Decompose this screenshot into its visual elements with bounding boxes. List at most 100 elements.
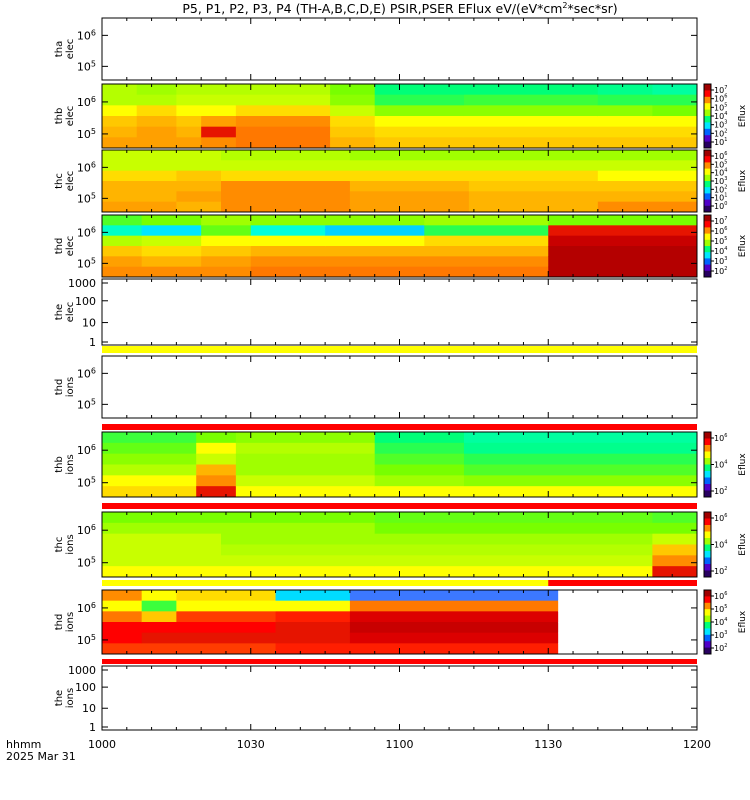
- spectrogram-cell: [102, 453, 197, 465]
- spectrogram-cell: [597, 150, 698, 161]
- panel-label-probe: thb: [54, 108, 65, 125]
- panel-frame: [101, 355, 698, 419]
- spectrogram-cell: [136, 126, 177, 138]
- spectrogram-cell: [102, 522, 222, 535]
- spectrogram-cell: [102, 512, 222, 524]
- colorbar-tick-label-exp: 4: [724, 111, 727, 117]
- spectrogram-cell: [652, 137, 698, 149]
- colorbar-tick-label-exp: 4: [724, 617, 727, 623]
- y-tick-label-exp: 6: [91, 366, 96, 375]
- spectrogram-cell: [463, 137, 599, 149]
- spectrogram-cell: [201, 137, 237, 149]
- y-tick-label: 105: [77, 256, 96, 270]
- colorbar-segment: [704, 551, 711, 558]
- spectrogram-cell: [176, 201, 222, 213]
- colorbar-label: Eflux: [738, 169, 748, 192]
- x-axis-label-date: 2025 Mar 31: [6, 750, 76, 763]
- colorbar-segment: [704, 109, 711, 117]
- panel-label-probe: thd: [54, 614, 65, 631]
- status-bar: [102, 659, 697, 664]
- colorbar-tick-label-base: 10: [714, 237, 724, 246]
- spectrogram-cell: [176, 632, 277, 644]
- colorbar-segment: [704, 531, 711, 539]
- colorbar-segment: [704, 162, 711, 170]
- panel-label-probe: thc: [54, 173, 65, 189]
- spectrogram-cell: [102, 590, 143, 602]
- spectrogram-cell: [374, 566, 653, 578]
- spectrogram-cell: [136, 94, 177, 106]
- spectrogram-cell: [102, 544, 222, 556]
- panel-stack: thaelec106105thbelec10610510710610510410…: [54, 17, 748, 734]
- colorbar-tick-label: 102: [714, 486, 727, 496]
- spectrogram-cell: [597, 160, 698, 172]
- colorbar-segment: [704, 150, 711, 157]
- panel-label-species: elec: [65, 106, 76, 127]
- spectrogram-cell: [221, 170, 351, 182]
- spectrogram-cell: [558, 590, 698, 602]
- spectrogram-cell: [275, 600, 351, 612]
- colorbar-segment: [704, 570, 711, 578]
- colorbar-segment: [704, 602, 711, 610]
- colorbar-segment: [704, 270, 711, 278]
- colorbar-tick-label: 106: [714, 94, 727, 104]
- spectrogram-cell: [330, 105, 376, 117]
- spectrogram-cell: [349, 611, 559, 623]
- spectrogram-cell: [221, 512, 376, 524]
- x-tick-label: 1130: [534, 738, 562, 751]
- colorbar-tick-label-exp: 3: [724, 120, 727, 126]
- spectrogram-cell: [196, 453, 237, 465]
- spectrogram-cell: [349, 622, 559, 634]
- y-tick-label: 106: [77, 225, 96, 239]
- spectrogram-cell: [221, 522, 376, 535]
- spectrogram-cell: [196, 486, 237, 498]
- spectrogram-cell: [141, 225, 202, 237]
- y-tick-label-exp: 5: [91, 476, 96, 485]
- colorbar-segment: [704, 564, 711, 571]
- colorbar-tick-label-exp: 7: [724, 216, 727, 222]
- spectrogram-cell: [102, 126, 138, 138]
- spectrogram-cell: [468, 160, 599, 172]
- spectrogram-cell: [141, 266, 202, 278]
- y-tick-label: 100: [75, 295, 96, 308]
- colorbar-segment: [704, 590, 711, 597]
- colorbar-segment: [704, 647, 711, 655]
- colorbar-tick-label: 104: [714, 617, 727, 627]
- colorbar-tick-label: 104: [714, 111, 727, 121]
- spectrogram-cell: [424, 266, 549, 278]
- colorbar-segment: [704, 634, 711, 642]
- spectrogram-cell: [374, 137, 465, 149]
- colorbar-tick-label-exp: 2: [724, 266, 727, 272]
- spectrogram-cell: [374, 84, 465, 96]
- colorbar-tick-label-base: 10: [714, 202, 724, 211]
- spectrogram-cell: [374, 486, 465, 498]
- colorbar-tick-label-base: 10: [714, 567, 724, 576]
- status-bar: [102, 346, 697, 353]
- colorbar-tick-label: 103: [714, 256, 727, 266]
- spectrogram-cell: [468, 201, 599, 213]
- spectrogram-cell: [325, 235, 425, 247]
- spectrogram-cell: [374, 432, 465, 444]
- spectrogram-cell: [652, 116, 698, 128]
- spectrogram-cell: [102, 256, 143, 268]
- colorbar-segment: [704, 438, 711, 446]
- colorbar-tick-label-exp: 5: [724, 604, 727, 610]
- spectrogram-cell: [463, 464, 698, 476]
- y-tick-label-exp: 5: [91, 256, 96, 265]
- panel-label: theelec: [54, 302, 76, 323]
- spectrogram-cell: [196, 442, 237, 455]
- y-tick-label-base: 10: [77, 398, 91, 411]
- spectrogram-cell: [201, 94, 237, 106]
- spectrogram-cell: [250, 225, 326, 237]
- spectrogram-cell: [250, 246, 326, 257]
- colorbar-tick-label: 105: [714, 159, 727, 169]
- colorbar-tick-label-exp: 6: [724, 151, 727, 157]
- colorbar-segment: [704, 90, 711, 98]
- y-tick-label: 106: [77, 28, 96, 42]
- panel-label-probe: the: [54, 690, 65, 706]
- spectrogram-cell: [235, 464, 376, 476]
- spectrogram-cell: [597, 201, 698, 213]
- x-tick-label: 1030: [237, 738, 265, 751]
